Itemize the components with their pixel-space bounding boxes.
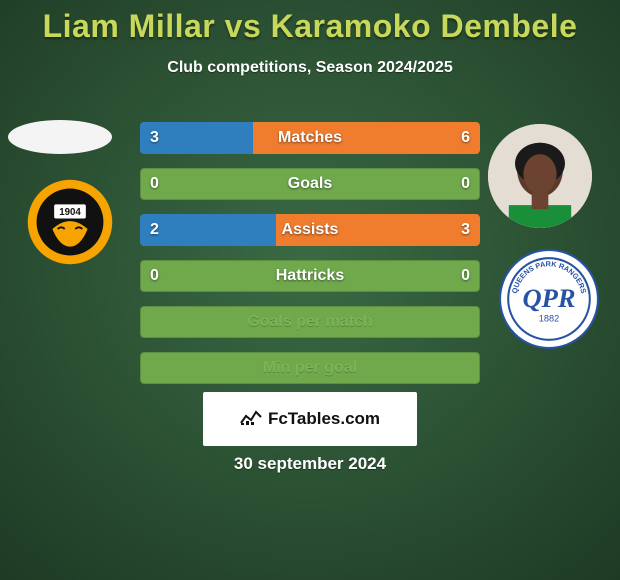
- stat-row: 00Goals: [140, 168, 480, 200]
- club-right-badge: QUEENS PARK RANGERS QPR 1882: [498, 248, 600, 350]
- stats-bars: 36Matches00Goals23Assists00HattricksGoal…: [140, 122, 480, 398]
- svg-text:1904: 1904: [59, 207, 81, 218]
- stat-bar-left: [140, 214, 276, 246]
- stat-value-right: 6: [461, 129, 470, 147]
- stat-value-right: 0: [461, 175, 470, 193]
- branding-text: FcTables.com: [268, 409, 380, 429]
- stat-bar-right: [253, 122, 480, 154]
- player-right-photo: [488, 124, 592, 228]
- stat-value-left: 2: [150, 221, 159, 239]
- svg-text:QPR: QPR: [522, 283, 575, 313]
- branding: FcTables.com: [203, 392, 417, 446]
- subtitle: Club competitions, Season 2024/2025: [0, 59, 620, 77]
- svg-text:1882: 1882: [539, 313, 559, 323]
- stat-value-left: 3: [150, 129, 159, 147]
- stat-row: 00Hattricks: [140, 260, 480, 292]
- player-left-photo: [8, 120, 112, 154]
- stat-value-right: 3: [461, 221, 470, 239]
- stat-row: Goals per match: [140, 306, 480, 338]
- stat-value-left: 0: [150, 267, 159, 285]
- branding-icon: [240, 408, 262, 431]
- club-left-badge: 1904: [26, 178, 114, 266]
- stat-bar-right: [276, 214, 480, 246]
- date: 30 september 2024: [0, 454, 620, 474]
- stat-row: 36Matches: [140, 122, 480, 154]
- page-title: Liam Millar vs Karamoko Dembele: [0, 0, 620, 45]
- stat-row: 23Assists: [140, 214, 480, 246]
- stat-value-right: 0: [461, 267, 470, 285]
- stat-value-left: 0: [150, 175, 159, 193]
- stat-row: Min per goal: [140, 352, 480, 384]
